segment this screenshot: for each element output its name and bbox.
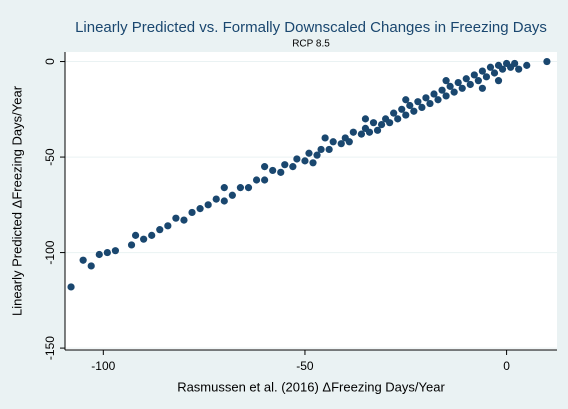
point xyxy=(329,138,337,146)
point xyxy=(212,195,220,203)
point xyxy=(281,161,289,169)
point xyxy=(305,149,313,157)
point xyxy=(442,92,450,100)
point xyxy=(140,235,148,243)
point xyxy=(317,145,325,154)
point xyxy=(349,128,357,136)
point xyxy=(228,191,236,199)
point xyxy=(345,138,353,146)
point xyxy=(269,166,277,175)
point xyxy=(398,105,406,113)
point xyxy=(277,168,285,176)
x-tick-label: -100 xyxy=(91,359,115,373)
point xyxy=(188,208,196,217)
point xyxy=(87,262,95,270)
point xyxy=(462,75,470,83)
point xyxy=(373,126,382,134)
x-tick-label: 0 xyxy=(503,359,510,373)
point xyxy=(458,84,466,92)
point xyxy=(261,176,269,184)
point xyxy=(402,111,410,119)
point xyxy=(430,90,438,98)
point xyxy=(261,163,269,171)
point xyxy=(252,176,261,184)
point xyxy=(95,250,103,259)
point xyxy=(486,63,495,71)
point xyxy=(523,61,531,69)
point xyxy=(515,65,523,73)
point xyxy=(325,145,333,154)
point xyxy=(478,67,486,75)
point xyxy=(434,96,442,104)
point xyxy=(454,78,462,87)
point xyxy=(67,283,75,291)
point xyxy=(180,216,188,224)
y-tick-label: -100 xyxy=(43,240,57,264)
point xyxy=(406,101,414,110)
point xyxy=(470,71,478,79)
point xyxy=(438,86,446,94)
point xyxy=(450,88,458,96)
point xyxy=(204,201,212,209)
point xyxy=(156,226,164,234)
point xyxy=(172,214,180,222)
point xyxy=(244,184,253,192)
point xyxy=(478,84,486,92)
point xyxy=(220,184,228,192)
point xyxy=(79,256,87,264)
point xyxy=(394,115,402,123)
point xyxy=(402,96,410,104)
point xyxy=(164,222,172,230)
point xyxy=(357,130,366,138)
y-tick-label: -50 xyxy=(43,148,57,166)
y-tick-label: 0 xyxy=(43,58,57,65)
point xyxy=(511,59,519,68)
chart-subtitle: RCP 8.5 xyxy=(292,39,330,50)
point xyxy=(321,134,329,142)
point xyxy=(103,248,111,257)
point xyxy=(390,109,398,117)
point xyxy=(410,107,418,115)
point xyxy=(422,94,430,102)
point xyxy=(386,119,394,127)
y-axis-title: Linearly Predicted ΔFreezing Days/Year xyxy=(9,85,24,316)
point xyxy=(442,77,450,85)
point xyxy=(498,65,507,73)
point xyxy=(309,159,317,167)
point xyxy=(236,184,245,192)
x-tick-label: -50 xyxy=(296,359,314,373)
point xyxy=(148,231,156,239)
point xyxy=(196,205,204,213)
point xyxy=(369,119,378,127)
plot-area xyxy=(65,52,557,350)
point xyxy=(365,128,374,136)
point xyxy=(377,120,386,129)
point xyxy=(301,157,309,165)
point xyxy=(361,115,370,123)
point xyxy=(220,197,228,205)
point xyxy=(313,151,321,159)
point xyxy=(474,77,482,85)
point xyxy=(482,73,491,81)
y-tick-label: -150 xyxy=(43,336,57,360)
point xyxy=(293,155,301,163)
point xyxy=(289,163,297,171)
point xyxy=(414,98,422,106)
chart-title: Linearly Predicted vs. Formally Downscal… xyxy=(75,19,547,36)
point xyxy=(490,69,499,77)
point xyxy=(131,231,140,239)
x-axis-title: Rasmussen et al. (2016) ΔFreezing Days/Y… xyxy=(177,379,445,394)
point xyxy=(127,241,136,249)
point xyxy=(418,103,426,111)
point xyxy=(337,140,345,148)
point xyxy=(543,57,551,66)
point xyxy=(494,77,503,85)
point xyxy=(111,247,120,255)
point xyxy=(446,82,454,90)
point xyxy=(426,99,434,108)
point xyxy=(466,80,474,89)
